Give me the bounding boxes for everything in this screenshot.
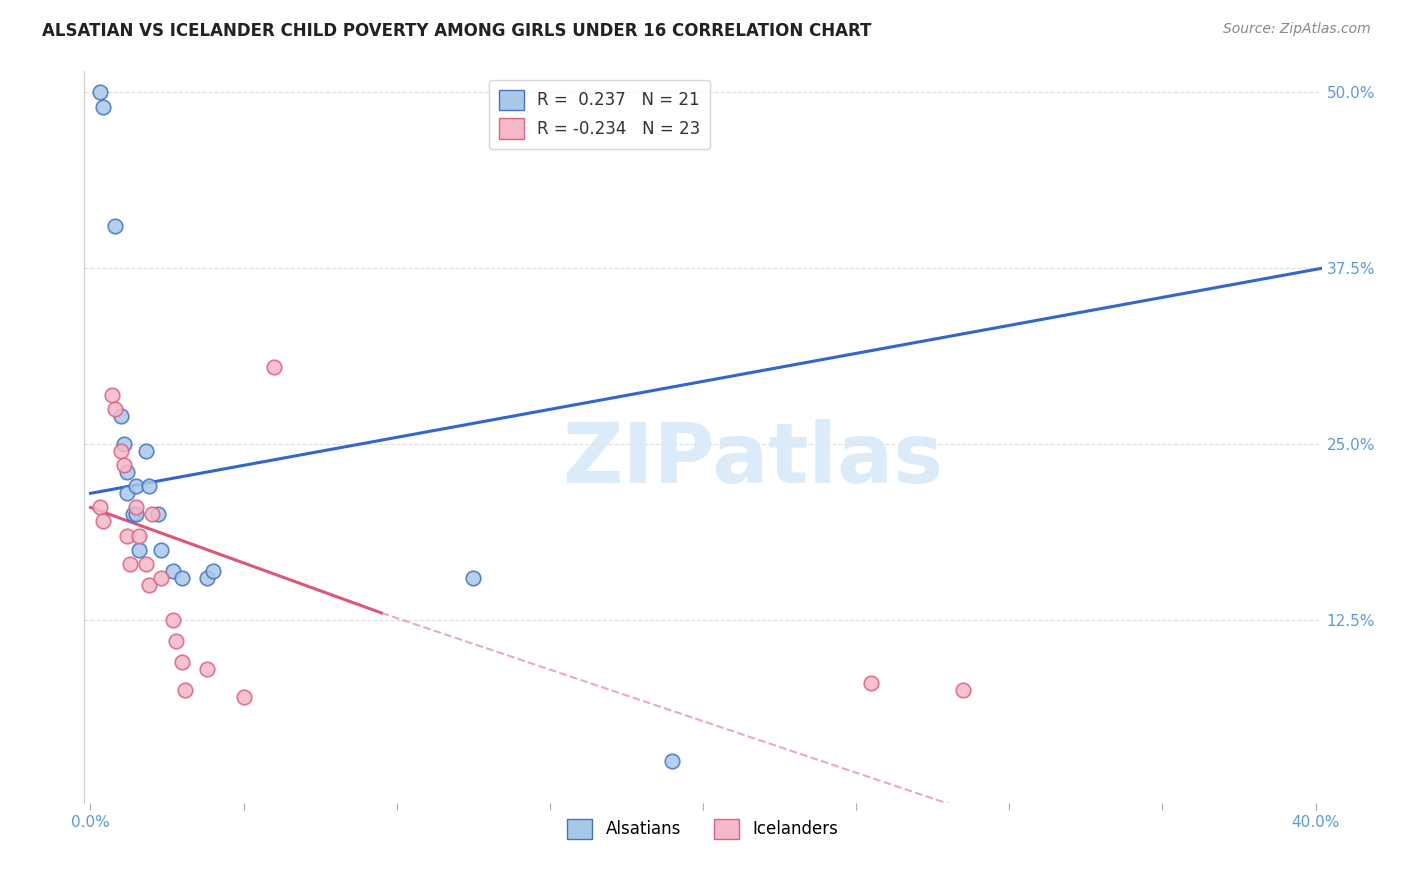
Point xyxy=(128,528,150,542)
Point xyxy=(201,564,224,578)
Legend: Alsatians, Icelanders: Alsatians, Icelanders xyxy=(561,812,845,846)
Point xyxy=(91,99,114,113)
Point xyxy=(120,557,142,571)
Point xyxy=(101,388,124,402)
Point xyxy=(172,571,194,585)
Point xyxy=(138,479,160,493)
Point xyxy=(135,557,157,571)
Point xyxy=(125,500,148,515)
Point xyxy=(115,486,138,500)
Point xyxy=(91,515,114,529)
Point xyxy=(162,564,184,578)
Text: ZIPatlas: ZIPatlas xyxy=(562,418,943,500)
Point xyxy=(860,676,883,690)
Point xyxy=(125,508,148,522)
Point xyxy=(165,634,187,648)
Point xyxy=(174,683,197,698)
Point xyxy=(141,508,163,522)
Point xyxy=(112,458,135,473)
Point xyxy=(122,508,145,522)
Point xyxy=(89,86,111,100)
Point xyxy=(112,437,135,451)
Point xyxy=(128,542,150,557)
Point xyxy=(115,465,138,479)
Text: ALSATIAN VS ICELANDER CHILD POVERTY AMONG GIRLS UNDER 16 CORRELATION CHART: ALSATIAN VS ICELANDER CHILD POVERTY AMON… xyxy=(42,22,872,40)
Point xyxy=(232,690,254,705)
Point xyxy=(135,444,157,458)
Point xyxy=(463,571,485,585)
Point xyxy=(162,613,184,627)
Point xyxy=(149,542,172,557)
Point xyxy=(115,528,138,542)
Point xyxy=(952,683,974,698)
Text: Source: ZipAtlas.com: Source: ZipAtlas.com xyxy=(1223,22,1371,37)
Point xyxy=(172,655,194,669)
Point xyxy=(104,401,127,416)
Point xyxy=(89,500,111,515)
Point xyxy=(125,479,148,493)
Point xyxy=(149,571,172,585)
Point xyxy=(661,754,683,768)
Point xyxy=(195,662,218,676)
Point xyxy=(110,444,132,458)
Point xyxy=(110,409,132,423)
Point xyxy=(104,219,127,233)
Point xyxy=(195,571,218,585)
Point xyxy=(263,359,285,374)
Point xyxy=(138,578,160,592)
Point xyxy=(146,508,169,522)
